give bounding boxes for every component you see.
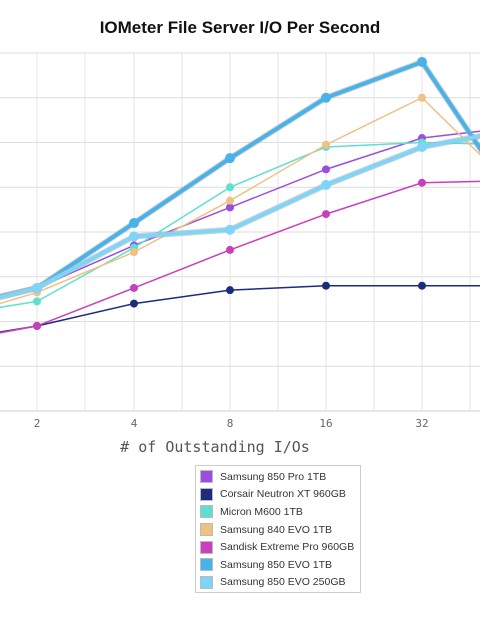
legend-label: Sandisk Extreme Pro 960GB <box>220 541 355 554</box>
x-axis-ticks: 2 4 8 16 32 <box>34 417 429 430</box>
data-point <box>33 321 41 330</box>
data-point <box>225 224 235 235</box>
x-tick-label: 32 <box>415 417 428 430</box>
series-line <box>0 284 480 333</box>
data-point <box>130 299 138 308</box>
legend-swatch <box>200 575 213 589</box>
data-point <box>226 286 234 295</box>
x-tick-label: 8 <box>227 417 234 430</box>
data-point <box>33 297 41 306</box>
data-point <box>32 282 42 293</box>
data-point <box>417 56 427 67</box>
legend-entry: Sandisk Extreme Pro 960GB <box>200 538 360 556</box>
x-tick-label: 4 <box>131 417 138 430</box>
data-point <box>226 203 234 212</box>
data-point <box>321 92 331 103</box>
legend-label: Corsair Neutron XT 960GB <box>220 488 346 501</box>
legend: Samsung 850 Pro 1TB Corsair Neutron XT 96… <box>195 465 361 593</box>
data-point <box>129 231 139 242</box>
series-line <box>0 141 480 309</box>
x-tick-label: 2 <box>34 417 41 430</box>
legend-swatch <box>200 523 213 537</box>
x-tick-label: 16 <box>319 417 332 430</box>
series-samsung-840-evo-1tb <box>0 93 480 305</box>
legend-label: Samsung 850 EVO 250GB <box>220 576 346 589</box>
legend-entry: Samsung 850 EVO 250GB <box>200 574 360 592</box>
legend-swatch <box>200 558 213 572</box>
data-point <box>417 141 427 152</box>
data-point <box>418 281 426 290</box>
data-point <box>225 153 235 164</box>
data-point <box>321 180 331 191</box>
legend-swatch <box>200 470 213 484</box>
data-point <box>418 178 426 187</box>
grid <box>0 52 480 412</box>
legend-label: Micron M600 1TB <box>220 505 303 518</box>
legend-label: Samsung 840 EVO 1TB <box>220 523 333 536</box>
data-point <box>226 196 234 205</box>
data-point <box>130 248 138 257</box>
series-samsung-850-evo-250gb <box>0 133 480 301</box>
data-point <box>226 183 234 192</box>
data-point <box>322 165 330 174</box>
series-line <box>0 97 480 305</box>
legend-label: Samsung 850 EVO 1TB <box>220 558 333 571</box>
x-axis-title: # of Outstanding I/Os <box>120 438 310 456</box>
legend-label: Samsung 850 Pro 1TB <box>220 470 327 483</box>
series-lines <box>0 56 480 334</box>
data-point <box>418 93 426 102</box>
data-point <box>129 218 139 229</box>
legend-swatch <box>200 540 213 554</box>
data-point <box>322 140 330 149</box>
legend-entry: Corsair Neutron XT 960GB <box>200 486 360 504</box>
chart-title: IOMeter File Server I/O Per Second <box>99 18 381 37</box>
data-point <box>322 281 330 290</box>
legend-swatch <box>200 505 213 519</box>
series-sandisk-extreme-pro-960gb <box>0 178 480 334</box>
data-point <box>130 283 138 292</box>
legend-entry: Samsung 840 EVO 1TB <box>200 521 360 539</box>
legend-entry: Samsung 850 EVO 1TB <box>200 556 360 574</box>
data-point <box>322 210 330 219</box>
data-point <box>226 245 234 254</box>
legend-entry: Samsung 850 Pro 1TB <box>200 468 360 486</box>
legend-swatch <box>200 487 213 501</box>
legend-entry: Micron M600 1TB <box>200 503 360 521</box>
